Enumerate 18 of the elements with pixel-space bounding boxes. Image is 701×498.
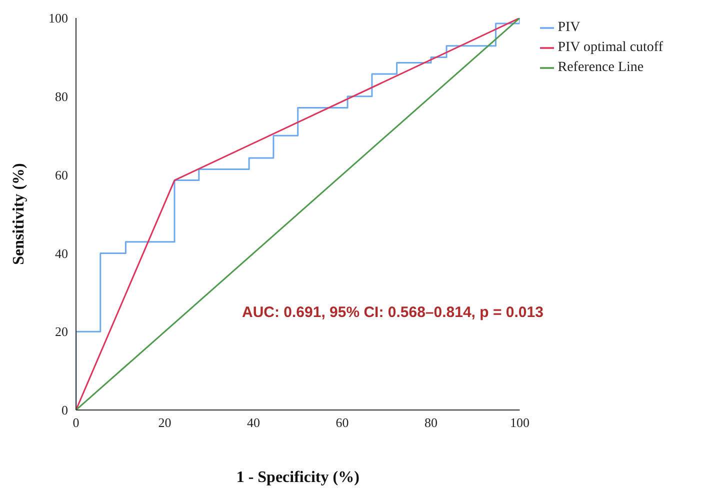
y-tick-label: 60 [55,167,68,182]
y-tick-label: 40 [55,246,68,261]
annotation: AUC: 0.691, 95% CI: 0.568–0.814, p = 0.013 [242,304,544,321]
x-tick-label: 20 [158,415,172,430]
legend-label: PIV [558,20,580,35]
x-tick-label: 40 [246,415,260,430]
x-tick-label: 80 [424,415,438,430]
y-tick-label: 80 [55,89,68,104]
x-tick-label: 60 [336,415,349,430]
x-axis-title: 1 - Specificity (%) [236,469,360,486]
x-tick-label: 100 [510,415,530,430]
y-tick-label: 0 [62,402,68,418]
y-tick-label: 20 [55,324,68,340]
x-tick-label: 0 [72,415,80,430]
legend-label: PIV optimal cutoff [558,40,663,55]
y-axis-title: Sensitivity (%) [10,163,28,265]
legend-label: Reference Line [558,60,644,75]
y-tick-label: 100 [48,10,68,26]
